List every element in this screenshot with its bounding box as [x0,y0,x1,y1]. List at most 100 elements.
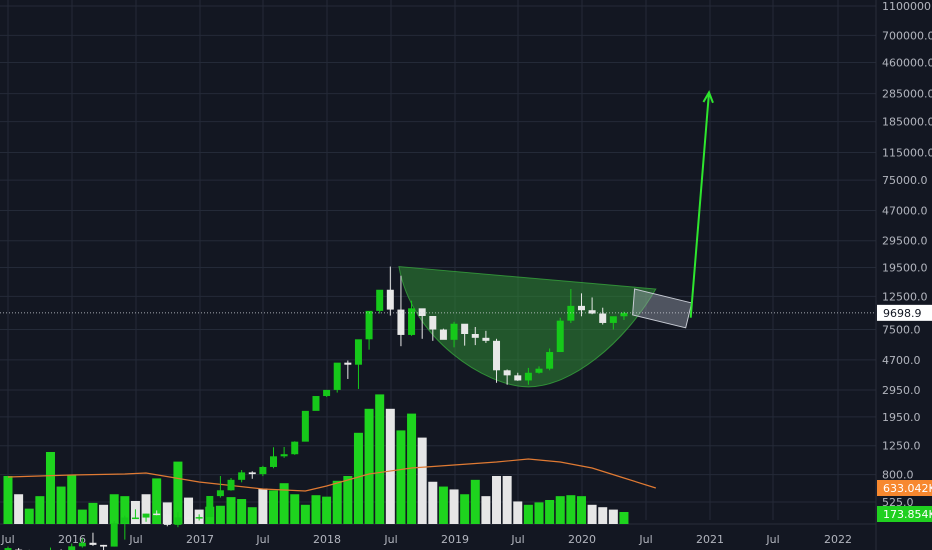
volume-bar [45,452,55,524]
candle-body [280,454,288,457]
volume-tag-bg [877,506,932,522]
candle-body [439,329,447,340]
volume-bar [364,408,374,524]
last-price-tag-bg [877,304,932,321]
volume-bar [449,489,459,524]
volume-bar [184,497,194,524]
volume-bar [173,461,183,524]
volume-bar [279,483,289,524]
volume-bar [258,488,268,524]
volume-bar [396,430,406,524]
x-tick-label: Jul [0,533,14,546]
candle-body [4,548,12,550]
candle-body [89,542,97,545]
candle-body [493,340,501,371]
y-tick-label: 75000.0 [882,174,928,187]
y-tick-label: 4700.0 [882,354,921,367]
volume-bar [226,497,236,524]
volume-bar [67,475,77,524]
candle-body [503,370,511,376]
candle-body [270,456,277,467]
volume-bar [56,486,66,524]
volume-bar [311,495,321,524]
y-tick-label: 115000.0 [882,146,932,159]
volume-bar [598,507,608,524]
candle-body [259,466,267,475]
y-tick-label: 1100000.0 [882,0,932,13]
candle-body [482,337,490,341]
moving-average-tag-bg [877,480,932,496]
candle-body [110,523,118,547]
volume-bar [576,496,586,524]
candle-body [185,517,193,519]
volume-bar [152,478,162,524]
candle-body [216,490,224,497]
candle-body [524,372,532,381]
volume-bar [300,504,310,524]
volume-bar [215,505,225,524]
x-tick-label: 2021 [696,533,724,546]
volume-bar [523,504,533,524]
volume-bar [438,486,448,524]
y-tick-label: 29500.0 [882,235,928,248]
volume-moving-average [7,458,656,492]
y-tick-label: 700000.0 [882,29,932,42]
moving-average-tag: 633.042K [883,482,932,495]
x-tick-label: 2019 [441,533,469,546]
candle-body [514,375,522,381]
volume-bar [428,481,438,524]
candle-body [418,308,426,316]
volume-bar [502,476,512,524]
x-tick-label: 2018 [313,533,341,546]
candle-body [131,517,139,520]
volume-bar [619,512,629,524]
y-tick-label: 7500.0 [882,324,921,337]
volume-bar [470,479,480,524]
volume-bar [555,496,565,524]
y-tick-label: 1950.0 [882,411,921,424]
candle-body [344,362,352,365]
volume-bar [385,408,395,524]
candle-body [546,352,554,369]
x-tick-label: 2020 [568,533,596,546]
y-tick-label: 185000.0 [882,116,932,129]
volume-bar [353,432,363,524]
x-tick-label: Jul [383,533,397,546]
volume-bar [77,509,87,524]
candle-body [248,472,256,475]
y-tick-label: 12500.0 [882,290,928,303]
candle-body [142,513,150,518]
candle-body [386,289,394,310]
volume-bar [608,509,618,524]
candle-body [471,333,479,338]
x-tick-label: Jul [255,533,269,546]
candle-body [556,320,564,353]
volume-bar [120,496,130,524]
volume-bar [247,507,257,524]
candle-body [323,389,331,397]
y-tick-label: 47000.0 [882,204,928,217]
volume-bar [417,437,427,524]
volume-bar [109,494,119,524]
candle-body [68,546,76,550]
candle-body [153,513,161,516]
candle-body [163,514,171,525]
candle-body [291,441,299,455]
y-tick-label: 1250.0 [882,440,921,453]
candle-body [429,315,437,330]
volume-bar [290,494,300,524]
volume-bar [88,502,98,524]
volume-bar [534,502,544,524]
candle-body [535,368,543,373]
candle-body [567,305,575,321]
projection-arrowhead [702,90,714,104]
candle-body [227,479,235,491]
y-tick-label: 2950.0 [882,384,921,397]
candle-body [461,323,469,334]
candle-body [577,305,585,311]
last-price-tag: 9698.9 [883,307,922,320]
candle-body [365,310,373,340]
volume-bar [407,413,417,524]
candle-body [620,312,628,317]
